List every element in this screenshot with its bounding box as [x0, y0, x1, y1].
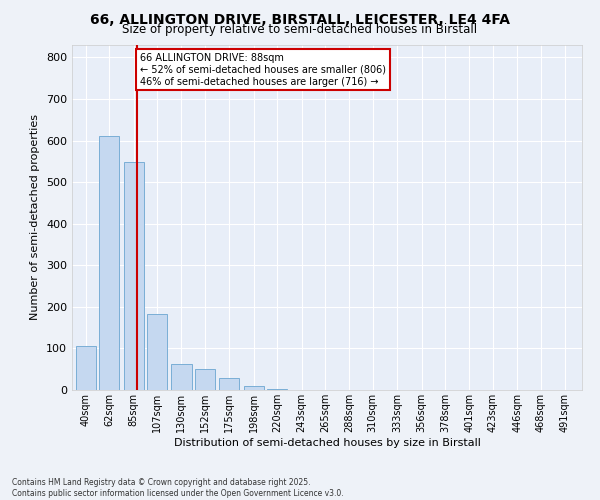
- Bar: [124, 162, 144, 390]
- Text: 66 ALLINGTON DRIVE: 88sqm
← 52% of semi-detached houses are smaller (806)
46% of: 66 ALLINGTON DRIVE: 88sqm ← 52% of semi-…: [140, 54, 386, 86]
- Text: 66, ALLINGTON DRIVE, BIRSTALL, LEICESTER, LE4 4FA: 66, ALLINGTON DRIVE, BIRSTALL, LEICESTER…: [90, 12, 510, 26]
- Bar: [76, 346, 96, 390]
- Text: Size of property relative to semi-detached houses in Birstall: Size of property relative to semi-detach…: [122, 22, 478, 36]
- Text: Contains HM Land Registry data © Crown copyright and database right 2025.
Contai: Contains HM Land Registry data © Crown c…: [12, 478, 344, 498]
- Bar: [195, 369, 215, 390]
- Bar: [99, 136, 119, 390]
- Bar: [147, 314, 167, 390]
- Bar: [267, 389, 287, 390]
- Bar: [172, 364, 191, 390]
- Y-axis label: Number of semi-detached properties: Number of semi-detached properties: [31, 114, 40, 320]
- Bar: [244, 386, 264, 390]
- X-axis label: Distribution of semi-detached houses by size in Birstall: Distribution of semi-detached houses by …: [173, 438, 481, 448]
- Bar: [219, 378, 239, 390]
